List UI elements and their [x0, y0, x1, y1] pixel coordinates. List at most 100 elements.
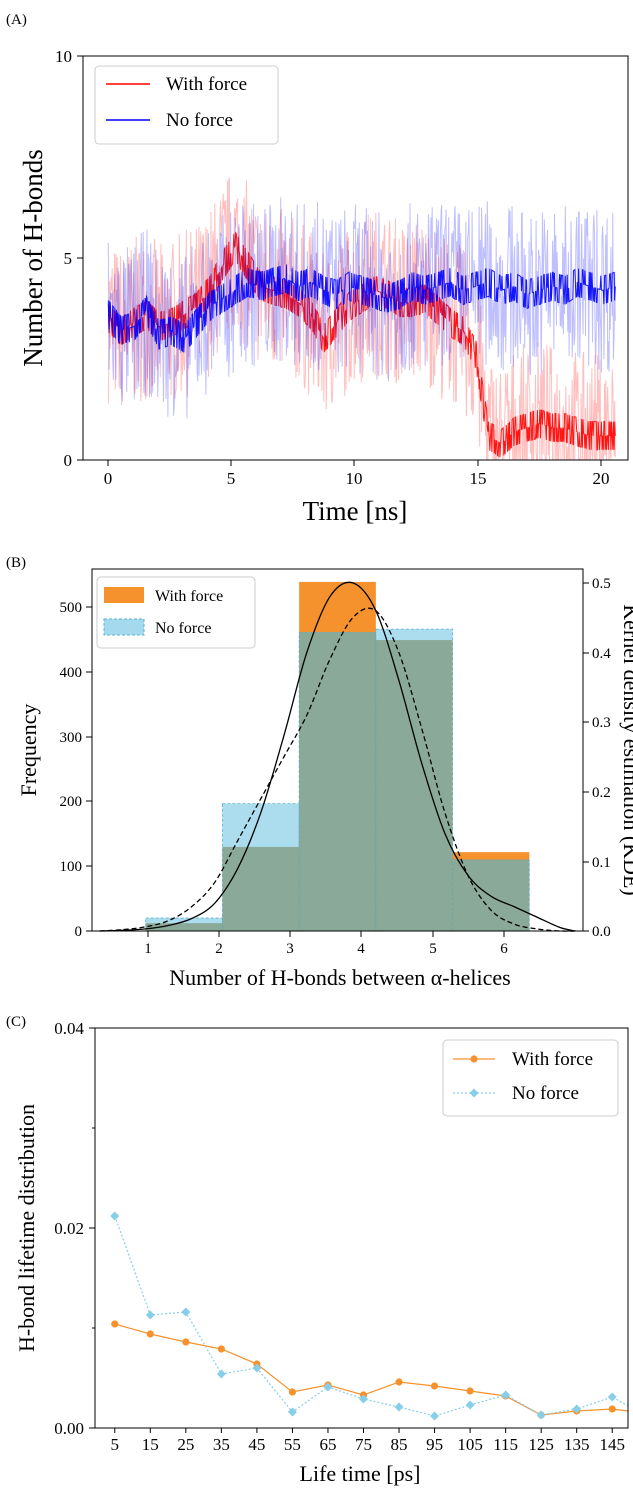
point-no-force — [465, 1400, 475, 1410]
panel-b-ylabel: Frequency — [16, 704, 41, 797]
point-with-force — [217, 1345, 225, 1353]
panel-c-xticks: 5 15 25 35 45 55 65 75 85 95 105 115 125 135 145 — [111, 1428, 625, 1454]
panel-a-traces — [107, 177, 616, 461]
legend-label-with-force: With force — [512, 1049, 593, 1070]
panel-b-xticks: 1 2 3 4 5 6 — [144, 931, 508, 957]
panel-c-xtick-label: 55 — [284, 1435, 301, 1454]
point-with-force — [111, 1320, 119, 1328]
panel-b-bars — [145, 581, 530, 932]
point-no-force — [430, 1411, 440, 1421]
point-no-force — [323, 1382, 333, 1392]
bar-overlap — [299, 632, 376, 931]
panel-b-ytick-right-label: 0.4 — [592, 646, 611, 662]
panel-c-xtick-label: 45 — [248, 1435, 265, 1454]
panel-b-xlabel: Number of H-bonds between α-helices — [169, 965, 510, 990]
bar-overlap — [375, 640, 453, 931]
point-no-force — [110, 1211, 120, 1221]
point-no-force — [252, 1363, 262, 1373]
panel-b-ylabel-right: Kernel density estimation (KDE) — [619, 604, 633, 895]
point-with-force — [430, 1382, 439, 1390]
point-no-force — [216, 1369, 226, 1379]
panel-b-ytick-label: 500 — [60, 600, 83, 616]
panel-c-label: (C) — [6, 1014, 26, 1030]
panel-c-xtick-label: 5 — [111, 1435, 120, 1454]
panel-c-xtick-label: 35 — [213, 1435, 230, 1454]
panel-a-xtick-label: 15 — [470, 469, 487, 488]
point-no-force — [287, 1407, 297, 1417]
panel-c-ytick-label: 0.02 — [54, 1219, 84, 1238]
panel-b-ytick-right-label: 0.1 — [592, 855, 611, 871]
point-no-force — [501, 1390, 511, 1400]
panel-b-ytick-right-label: 0.2 — [592, 785, 611, 801]
panel-a-label: (A) — [6, 12, 27, 28]
panel-b-frame — [91, 568, 584, 932]
panel-b-kde — [99, 581, 576, 932]
legend-label-with-force: With force — [166, 74, 247, 95]
series-line-no-force — [107, 264, 616, 353]
panel-b-label: (B) — [6, 555, 26, 571]
panel-b-ytick-label: 200 — [60, 794, 83, 810]
legend-swatch-with-force — [104, 587, 144, 603]
panel-c-xtick-label: 145 — [599, 1435, 625, 1454]
panel-a-xlabel: Time [ns] — [303, 496, 408, 526]
point-with-force — [146, 1330, 154, 1338]
panel-b-xtick-label: 4 — [357, 941, 365, 957]
panel-c-xtick-label: 135 — [564, 1435, 590, 1454]
panel-a-xtick-label: 5 — [227, 469, 236, 488]
panel-a-ytick-label: 5 — [64, 249, 73, 268]
panel-c-xtick-label: 115 — [493, 1435, 518, 1454]
point-no-force — [181, 1307, 191, 1317]
panel-c-xtick-label: 15 — [142, 1435, 159, 1454]
panel-b-ytick-right-label: 0.5 — [592, 576, 611, 592]
series-line-no-force — [114, 1215, 629, 1417]
panel-b-ytick-label: 400 — [60, 665, 83, 681]
panel-a-legend: With force No force — [94, 65, 279, 145]
panel-b-xtick-label: 3 — [286, 941, 294, 957]
panel-a-xtick-label: 10 — [346, 469, 363, 488]
point-with-force — [288, 1388, 297, 1396]
panel-c-ylabel: H-bond lifetime distribution — [14, 1104, 39, 1352]
panel-c-ytick-label: 0.00 — [54, 1419, 84, 1438]
panel-c-xtick-label: 125 — [528, 1435, 554, 1454]
panel-b: (B) 0 100 200 300 400 500 0.0 — [6, 555, 633, 990]
bar-overlap — [145, 923, 223, 931]
panel-c-xtick-label: 85 — [391, 1435, 408, 1454]
legend-label-no-force: No force — [512, 1083, 579, 1104]
panel-c: (C) 0.00 0.02 0.04 5 15 25 35 45 55 65 75 85 95 10… — [6, 1014, 629, 1486]
point-no-force — [607, 1392, 617, 1402]
panel-b-xtick-label: 1 — [144, 941, 152, 957]
panel-c-xtick-label: 105 — [457, 1435, 483, 1454]
legend-marker-with-force — [470, 1055, 478, 1063]
panel-b-ytick-label: 300 — [60, 730, 83, 746]
kde-with-force — [99, 581, 576, 932]
legend-label-no-force: No force — [155, 620, 211, 637]
bar-overlap — [222, 846, 300, 931]
point-with-force — [466, 1387, 474, 1395]
legend-marker-no-force — [469, 1088, 479, 1098]
panel-c-legend: With force No force — [442, 1039, 619, 1117]
point-no-force — [536, 1410, 546, 1420]
point-no-force — [145, 1310, 155, 1320]
panel-c-xtick-label: 95 — [426, 1435, 443, 1454]
panel-b-ytick-right-label: 0.3 — [592, 715, 611, 731]
panel-a: (A) 0 5 10 0 5 10 15 20 Time [ns] Number… — [6, 12, 629, 526]
panel-b-ytick-label: 0 — [75, 924, 83, 940]
panel-b-yticks-right: 0.0 0.1 0.2 0.3 0.4 0.5 — [583, 576, 611, 940]
point-no-force — [394, 1402, 404, 1412]
panel-b-xtick-label: 2 — [215, 941, 223, 957]
point-no-force — [359, 1394, 368, 1404]
kde-no-force — [99, 607, 576, 932]
panel-a-ytick-label: 0 — [64, 451, 73, 470]
panel-b-xtick-label: 5 — [429, 941, 437, 957]
panel-b-ytick-right-label: 0.0 — [592, 924, 611, 940]
panel-b-legend: With force No force — [96, 576, 256, 649]
panel-c-ytick-label: 0.04 — [54, 1019, 84, 1038]
legend-label-no-force: No force — [166, 110, 233, 131]
point-with-force — [395, 1378, 403, 1386]
point-no-force — [572, 1404, 582, 1414]
panel-a-ytick-label: 10 — [55, 47, 72, 66]
series-line-with-force — [114, 1323, 629, 1416]
panel-c-xtick-label: 65 — [319, 1435, 336, 1454]
panel-b-yticks: 0 100 200 300 400 500 — [60, 600, 92, 940]
panel-a-legend-box — [94, 65, 279, 145]
